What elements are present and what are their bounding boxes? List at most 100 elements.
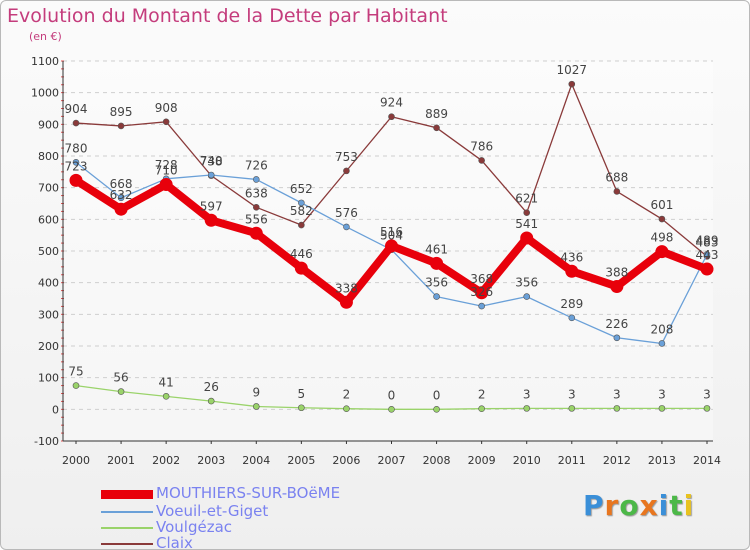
data-label: 582 [290,204,313,218]
logo-letter: r [604,489,620,522]
data-point [658,405,666,412]
data-label: 489 [696,233,719,247]
data-point [568,405,576,412]
data-label: 9 [252,385,260,399]
data-label: 753 [335,150,358,164]
data-point [433,293,440,300]
data-label: 621 [515,192,538,206]
logo-letter: t [669,489,684,522]
data-label: 338 [335,281,358,295]
logo-letter: o [619,489,640,522]
data-label: 726 [245,158,268,172]
data-point [343,167,350,175]
data-point [610,279,624,293]
x-tick-label: 2014 [693,454,721,467]
data-point [478,405,485,413]
data-point [658,215,666,223]
data-label: 436 [560,250,583,264]
data-point [117,122,125,130]
data-point [207,397,215,405]
data-label: 226 [605,317,628,331]
x-tick-label: 2012 [603,454,631,467]
x-tick-label: 2009 [468,454,496,467]
data-label: 388 [605,265,628,279]
data-label: 688 [605,170,628,184]
data-label: 356 [515,276,538,290]
chart-title: Evolution du Montant de la Dette par Hab… [7,5,448,27]
y-tick-label: 500 [38,245,59,258]
data-label: 26 [204,380,219,394]
data-label: 0 [433,388,441,402]
data-label: 326 [470,285,493,299]
y-tick-label: -100 [34,435,59,448]
data-point [207,171,215,179]
y-tick-label: 700 [38,182,59,195]
y-tick-label: 300 [38,308,59,321]
data-point [298,404,305,412]
data-point [298,221,305,229]
legend-label-claix: Claix [156,534,193,550]
data-label: 446 [290,247,313,261]
data-point [159,178,173,191]
legend-label-voulgezac: Voulgézac [156,518,233,536]
data-label: 597 [200,199,223,213]
data-point [298,199,305,207]
data-label: 632 [110,188,133,202]
data-point [568,314,576,322]
data-label: 461 [425,242,448,256]
data-label: 483 [696,235,719,249]
data-label: 1027 [557,63,588,77]
data-point [252,403,260,410]
data-label: 289 [560,297,583,311]
data-label: 3 [523,387,531,401]
x-tick-label: 2003 [197,454,225,467]
data-label: 3 [658,387,666,401]
data-point [475,286,489,300]
chart-subtitle: (en €) [29,30,62,43]
legend-swatch-mouthiers [101,490,153,499]
logo-letter: x [639,489,659,522]
data-point [117,388,125,395]
data-point [703,251,711,258]
x-tick-label: 2004 [242,454,270,467]
data-point [478,157,485,164]
data-point [565,264,579,278]
data-point [433,124,440,132]
logo-letter: i [683,489,695,522]
y-tick-label: 1000 [31,87,59,100]
legend-swatch-voulgezac [101,527,153,529]
y-tick-label: 400 [38,277,59,290]
data-point [69,173,83,187]
data-point [520,231,534,245]
data-label: 601 [650,198,673,212]
y-tick-label: 900 [38,118,59,131]
data-point [430,256,444,270]
y-tick-label: 100 [38,372,59,385]
data-point [433,406,440,413]
data-label: 5 [298,387,306,401]
y-tick-label: 0 [52,403,59,416]
y-tick-label: 1100 [31,55,59,68]
data-label: 3 [568,387,576,401]
data-label: 889 [425,107,448,121]
data-point [523,405,531,412]
x-tick-label: 2002 [152,454,180,467]
data-label: 2 [478,388,486,402]
data-label: 0 [388,388,396,402]
data-label: 541 [515,217,538,231]
data-label: 56 [113,371,128,385]
data-point [523,209,531,216]
data-label: 3 [703,387,711,401]
y-tick-label: 200 [38,340,59,353]
data-label: 504 [380,229,403,243]
data-label: 924 [380,96,403,110]
y-tick-label: 800 [38,150,59,163]
data-point [613,188,621,195]
data-label: 908 [155,101,178,115]
data-point [523,293,531,300]
data-label: 652 [290,182,313,196]
x-tick-label: 2010 [513,454,541,467]
x-tick-label: 2001 [107,454,135,467]
data-label: 2 [343,388,351,402]
data-label: 556 [245,212,268,226]
